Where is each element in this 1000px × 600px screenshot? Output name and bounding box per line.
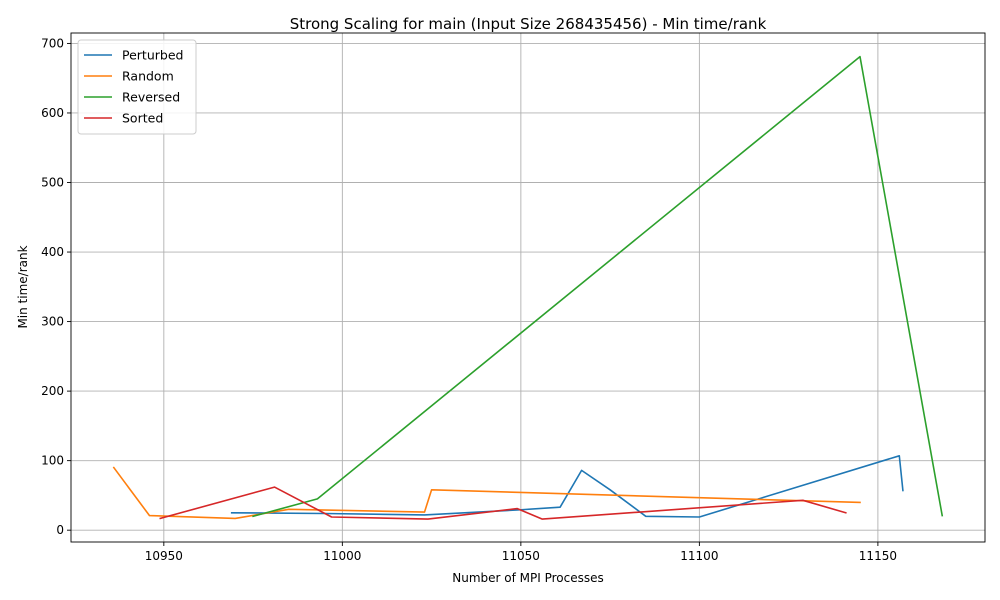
x-tick-label: 11000 bbox=[323, 549, 361, 563]
y-tick-label: 700 bbox=[41, 36, 64, 50]
legend-label-random: Random bbox=[122, 69, 174, 84]
legend: Perturbed Random Reversed Sorted bbox=[77, 39, 197, 135]
y-tick-label: 300 bbox=[41, 315, 64, 329]
y-tick-label: 0 bbox=[56, 523, 64, 537]
series-layer bbox=[112, 55, 944, 520]
x-axis-title: Number of MPI Processes bbox=[452, 571, 604, 585]
x-tick-label: 11050 bbox=[502, 549, 540, 563]
y-tick-label: 600 bbox=[41, 106, 64, 120]
series-line-random bbox=[112, 466, 861, 520]
series-line-sorted bbox=[159, 486, 847, 520]
plot-frame bbox=[70, 32, 986, 543]
legend-box bbox=[77, 39, 197, 135]
series-line-reversed bbox=[252, 55, 944, 518]
y-axis-title: Min time/rank bbox=[16, 245, 30, 328]
legend-label-reversed: Reversed bbox=[122, 90, 180, 105]
y-tick-label: 200 bbox=[41, 384, 64, 398]
y-axis: 0 100 200 300 400 500 600 700 bbox=[41, 36, 71, 537]
grid bbox=[71, 33, 985, 542]
legend-label-sorted: Sorted bbox=[122, 111, 163, 126]
y-tick-label: 500 bbox=[41, 176, 64, 190]
y-tick-label: 400 bbox=[41, 245, 64, 259]
x-tick-label: 11150 bbox=[859, 549, 897, 563]
series-line-perturbed bbox=[230, 454, 904, 518]
x-tick-label: 10950 bbox=[145, 549, 183, 563]
chart-title: Strong Scaling for main (Input Size 2684… bbox=[290, 15, 767, 33]
y-tick-label: 100 bbox=[41, 454, 64, 468]
x-axis: 10950 11000 11050 11100 11150 bbox=[145, 542, 897, 563]
x-tick-label: 11100 bbox=[680, 549, 718, 563]
legend-label-perturbed: Perturbed bbox=[122, 48, 183, 63]
